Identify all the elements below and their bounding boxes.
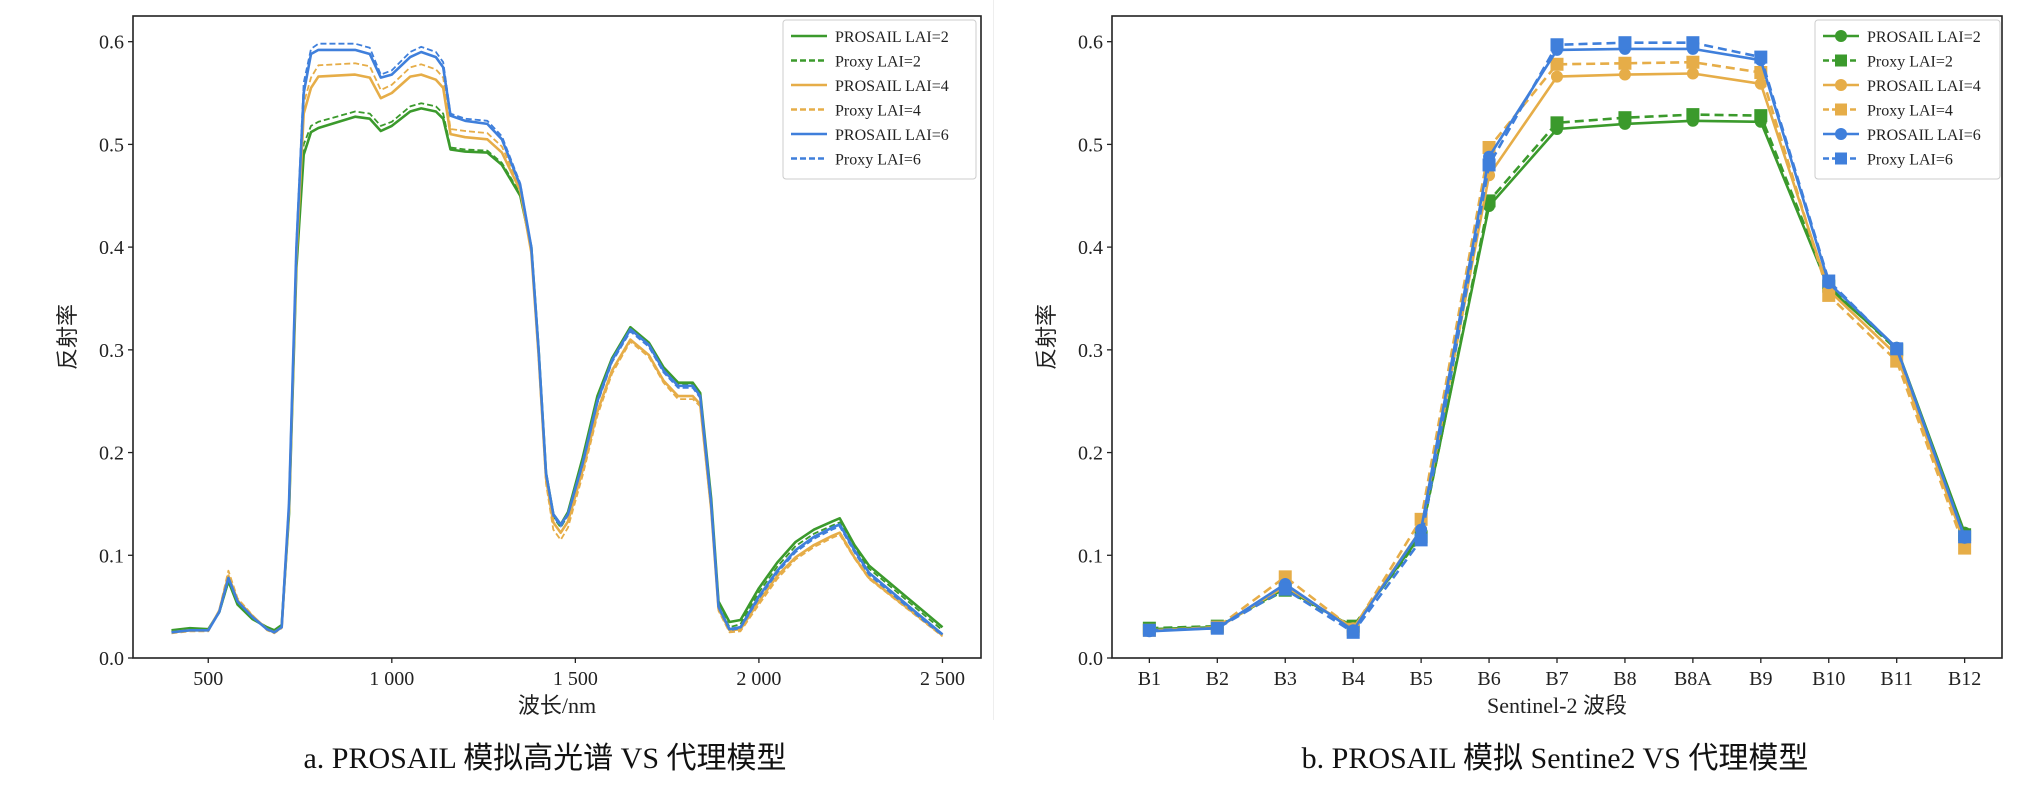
right-legend-marker xyxy=(1835,30,1847,42)
data-point-proxy-lai-2 xyxy=(1754,109,1768,123)
series-line-proxy-lai-2 xyxy=(171,102,944,633)
right-ytick-label: 0.6 xyxy=(1078,32,1103,54)
right-xtick-label: B3 xyxy=(1274,668,1297,690)
right-legend-label: PROSAIL LAI=2 xyxy=(1867,29,1981,46)
right-legend-marker xyxy=(1835,54,1847,67)
right-x-axis-label: Sentinel-2 波段 xyxy=(1487,693,1627,718)
data-point-proxy-lai-6 xyxy=(1618,36,1632,50)
right-ytick-label: 0.0 xyxy=(1078,648,1103,670)
right-xtick-label: B1 xyxy=(1138,668,1161,690)
right-legend-label: Proxy LAI=2 xyxy=(1867,54,1953,71)
caption-left: a. PROSAIL 模拟高光谱 VS 代理模型 xyxy=(303,742,787,775)
left-ytick-label: 0.6 xyxy=(99,32,124,54)
right-legend-label: Proxy LAI=4 xyxy=(1867,103,1953,120)
left-ytick-label: 0.2 xyxy=(99,443,124,465)
right-legend-marker xyxy=(1835,152,1847,165)
right-legend-box xyxy=(1814,19,2001,180)
right-xtick-label: B12 xyxy=(1948,668,1981,690)
right-xtick-label: B8 xyxy=(1613,668,1636,690)
right-ytick-label: 0.4 xyxy=(1078,237,1103,259)
right-y-axis-label: 反射率 xyxy=(1034,304,1059,370)
left-xtick-label: 2 500 xyxy=(920,668,965,690)
data-point-proxy-lai-6 xyxy=(1482,158,1496,172)
left-ytick-label: 0.4 xyxy=(99,237,124,259)
left-plot-frame xyxy=(132,15,982,659)
left-legend-label: Proxy LAI=2 xyxy=(835,54,921,71)
data-point-proxy-lai-6 xyxy=(1822,274,1836,288)
data-point-proxy-lai-6 xyxy=(1550,38,1564,52)
right-xtick-label: B5 xyxy=(1409,668,1432,690)
data-point-proxy-lai-6 xyxy=(1278,582,1292,596)
right-ytick-label: 0.2 xyxy=(1078,443,1103,465)
data-point-proxy-lai-6 xyxy=(1210,621,1224,635)
right-legend-label: PROSAIL LAI=4 xyxy=(1867,78,1981,95)
left-xtick-label: 1 000 xyxy=(369,668,414,690)
left-legend-label: PROSAIL LAI=4 xyxy=(835,78,949,95)
panel-divider xyxy=(993,0,994,720)
data-point-proxy-lai-6 xyxy=(1414,533,1428,547)
data-point-proxy-lai-4 xyxy=(1958,541,1972,555)
left-legend-label: Proxy LAI=6 xyxy=(835,152,921,169)
left-legend-label: PROSAIL LAI=6 xyxy=(835,127,949,144)
data-point-proxy-lai-6 xyxy=(1958,530,1972,544)
data-point-proxy-lai-6 xyxy=(1890,342,1904,356)
data-point-proxy-lai-6 xyxy=(1754,50,1768,64)
right-xtick-label: B6 xyxy=(1477,668,1500,690)
data-point-proxy-lai-6 xyxy=(1142,623,1156,637)
left-y-axis-label: 反射率 xyxy=(55,304,80,370)
data-point-prosail-lai-4 xyxy=(1551,70,1563,83)
left-ytick-label: 0.0 xyxy=(99,648,124,670)
left-legend-box xyxy=(782,19,977,180)
hyperspectral-chart: 0.0 0.1 0.2 0.3 0.4 0.5 0.6 500 1 000 1 500 2 000 2… xyxy=(55,15,982,718)
caption-right: b. PROSAIL 模拟 Sentine2 VS 代理模型 xyxy=(1301,742,1809,775)
data-point-proxy-lai-6 xyxy=(1686,36,1700,50)
left-xtick-label: 500 xyxy=(193,668,223,690)
data-point-proxy-lai-4 xyxy=(1686,55,1700,69)
left-xtick-label: 2 000 xyxy=(736,668,781,690)
right-legend-marker xyxy=(1835,128,1847,140)
left-ytick-label: 0.3 xyxy=(99,340,124,362)
data-point-proxy-lai-6 xyxy=(1346,625,1360,639)
sentinel2-chart: 0.0 0.1 0.2 0.3 0.4 0.5 0.6 B1 B2 B3 B4 B5 B6 B7 B8 B8A… xyxy=(1034,15,2003,718)
left-ytick-label: 0.5 xyxy=(99,134,124,156)
left-legend-label: PROSAIL LAI=2 xyxy=(835,29,949,46)
data-point-proxy-lai-4 xyxy=(1618,56,1632,70)
left-legend-label: Proxy LAI=4 xyxy=(835,103,921,120)
data-point-proxy-lai-2 xyxy=(1618,111,1632,125)
left-xtick-label: 1 500 xyxy=(553,668,598,690)
right-ytick-label: 0.5 xyxy=(1078,134,1103,156)
data-point-proxy-lai-2 xyxy=(1550,116,1564,130)
right-legend-label: PROSAIL LAI=6 xyxy=(1867,127,1981,144)
right-legend-marker xyxy=(1835,103,1847,116)
right-ytick-label: 0.3 xyxy=(1078,340,1103,362)
data-point-prosail-lai-4 xyxy=(1618,68,1631,81)
right-xtick-label: B2 xyxy=(1206,668,1229,690)
right-legend-marker xyxy=(1835,79,1847,91)
right-xtick-label: B10 xyxy=(1812,668,1845,690)
data-point-proxy-lai-4 xyxy=(1822,288,1836,302)
left-ytick-label: 0.1 xyxy=(99,545,124,567)
right-xtick-label: B7 xyxy=(1545,668,1568,690)
right-xtick-label: B9 xyxy=(1749,668,1772,690)
data-point-proxy-lai-4 xyxy=(1550,57,1564,71)
data-point-proxy-lai-2 xyxy=(1686,108,1700,122)
right-xtick-label: B11 xyxy=(1880,668,1913,690)
data-point-prosail-lai-4 xyxy=(1686,67,1699,80)
right-legend-label: Proxy LAI=6 xyxy=(1867,152,1953,169)
right-xtick-label: B8A xyxy=(1674,668,1712,690)
left-x-axis-label: 波长/nm xyxy=(518,693,596,718)
series-line-proxy-lai-6 xyxy=(171,42,944,637)
right-xtick-label: B4 xyxy=(1342,668,1365,690)
right-ytick-label: 0.1 xyxy=(1078,545,1103,567)
series-line-proxy-lai-2 xyxy=(1149,113,1966,630)
series-line-prosail-lai-2 xyxy=(1149,119,1966,631)
